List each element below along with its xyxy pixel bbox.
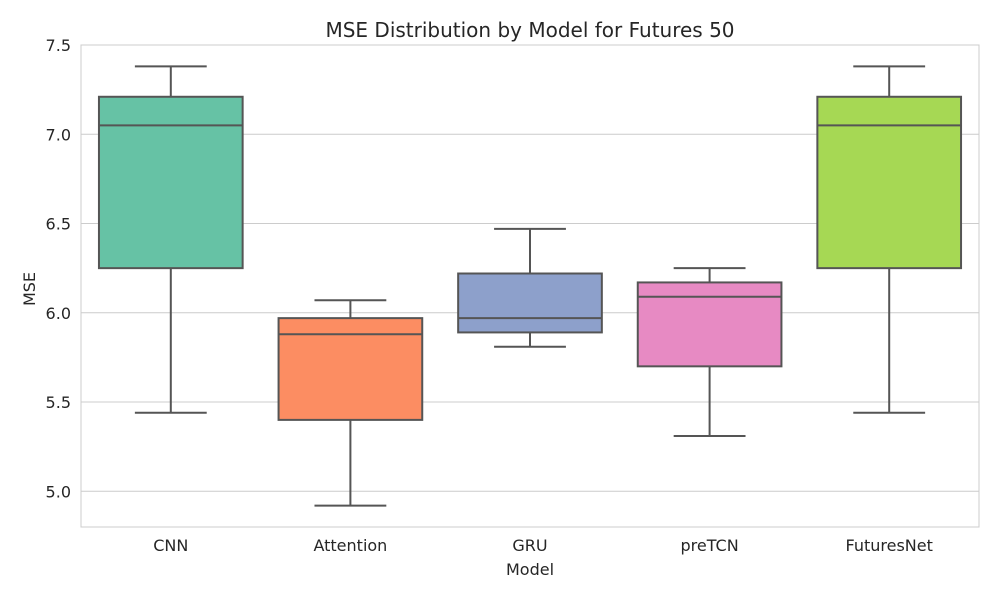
x-tick-label: Attention xyxy=(313,536,387,555)
boxplot-cnn xyxy=(97,65,244,414)
iqr-box xyxy=(816,95,963,270)
y-tick-label: 6.5 xyxy=(46,215,71,234)
y-tick-label: 5.5 xyxy=(46,393,71,412)
x-tick-labels: CNN Attention GRU preTCN FuturesNet xyxy=(153,536,933,555)
x-tick-label: FuturesNet xyxy=(846,536,933,555)
iqr-box xyxy=(97,95,244,270)
y-tick-label: 7.5 xyxy=(46,36,71,55)
y-tick-label: 6.0 xyxy=(46,304,71,323)
y-tick-label: 5.0 xyxy=(46,482,71,501)
boxplot-pretcn xyxy=(636,267,783,437)
x-tick-label: preTCN xyxy=(680,536,738,555)
y-tick-label: 7.0 xyxy=(46,125,71,144)
x-tick-label: GRU xyxy=(512,536,547,555)
y-tick-labels: 5.0 5.5 6.0 6.5 7.0 7.5 xyxy=(46,36,71,501)
y-axis-label: MSE xyxy=(20,272,39,306)
iqr-box xyxy=(457,272,603,334)
boxplot-attention xyxy=(277,299,424,507)
iqr-box xyxy=(636,281,783,368)
boxplot-gru xyxy=(457,227,603,348)
chart-title: MSE Distribution by Model for Futures 50 xyxy=(325,18,734,42)
x-axis-label: Model xyxy=(506,560,554,579)
boxplots xyxy=(97,65,963,507)
x-tick-label: CNN xyxy=(153,536,188,555)
boxplot-futuresnet xyxy=(816,65,963,414)
plot-frame xyxy=(80,44,980,528)
